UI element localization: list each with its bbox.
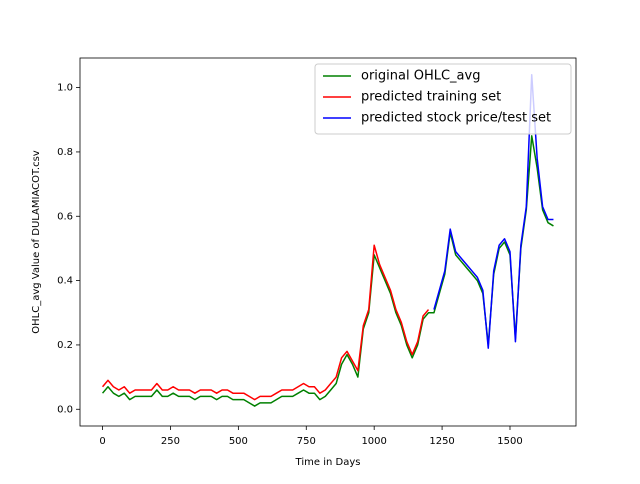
y-tick-label: 0.4: [57, 276, 73, 287]
x-tick-label: 1250: [429, 436, 454, 447]
x-tick-label: 1500: [497, 436, 522, 447]
x-tick-label: 500: [229, 436, 248, 447]
y-axis-label: OHLC_avg Value of DULAMIACOT.csv: [31, 150, 42, 334]
y-tick-label: 1.0: [57, 83, 73, 94]
legend-label: original OHLC_avg: [361, 69, 480, 84]
y-tick-label: 0.2: [57, 340, 73, 351]
data-line: [101, 135, 554, 407]
x-axis-label: Time in Days: [295, 457, 361, 468]
legend-label: predicted stock price/test set: [361, 111, 551, 126]
y-tick-label: 0.8: [57, 147, 73, 158]
plot-frame: [79, 57, 577, 427]
x-tick-label: 0: [99, 436, 105, 447]
x-tick-label: 750: [297, 436, 316, 447]
legend-label: predicted training set: [361, 90, 501, 105]
x-tick-label: 250: [161, 436, 180, 447]
legend-box: [314, 63, 572, 135]
data-line: [101, 244, 430, 401]
x-tick-label: 1000: [361, 436, 386, 447]
y-tick-label: 0.0: [57, 404, 73, 415]
y-tick-label: 0.6: [57, 211, 73, 222]
